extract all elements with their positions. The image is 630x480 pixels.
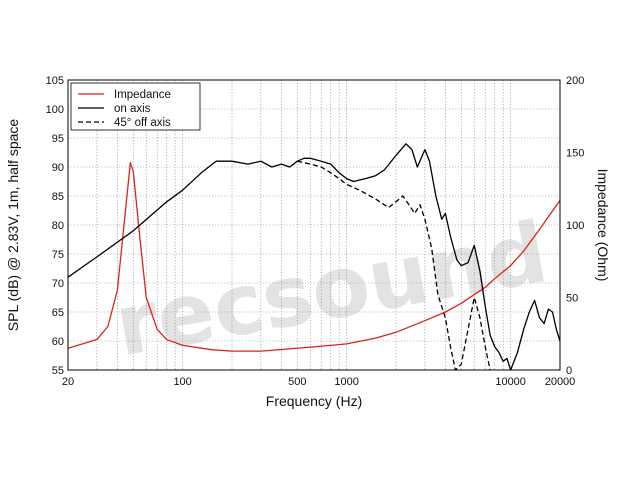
y-left-tick-label: 80 bbox=[52, 220, 64, 232]
x-axis-title: Frequency (Hz) bbox=[266, 393, 362, 409]
y-right-tick-label: 200 bbox=[566, 75, 584, 87]
y-right-tick-label: 0 bbox=[566, 365, 572, 377]
legend-label: 45° off axis bbox=[114, 117, 171, 129]
series-line-45-off-axis bbox=[297, 160, 491, 370]
axis-layer: 20 100 500 1000 10000 20000556065707580859095… bbox=[5, 75, 611, 409]
y-left-tick-label: 105 bbox=[46, 75, 64, 87]
legend: Impedance on axis 45° off axis bbox=[70, 82, 201, 131]
series-line-impedance bbox=[68, 162, 560, 352]
y-right-tick-label: 50 bbox=[566, 293, 578, 305]
x-tick-label: 500 bbox=[288, 376, 306, 388]
y-left-tick-label: 85 bbox=[52, 191, 64, 203]
y-left-tick-label: 60 bbox=[52, 336, 64, 348]
x-tick-label: 1000 bbox=[334, 376, 358, 388]
x-tick-label: 20000 bbox=[545, 376, 576, 388]
y-left-tick-label: 100 bbox=[46, 104, 64, 116]
y-left-tick-label: 95 bbox=[52, 133, 64, 145]
series-line-on-axis bbox=[68, 143, 560, 370]
y-left-tick-label: 75 bbox=[52, 249, 64, 261]
y-right-tick-label: 100 bbox=[566, 220, 584, 232]
legend-label: Impedance bbox=[114, 89, 171, 101]
legend-label: on axis bbox=[114, 103, 151, 115]
x-tick-label: 100 bbox=[173, 376, 191, 388]
y-left-tick-label: 55 bbox=[52, 365, 64, 377]
y-right-tick-label: 150 bbox=[566, 148, 584, 160]
x-tick-label: 20 bbox=[62, 376, 74, 388]
x-tick-label: 10000 bbox=[495, 376, 526, 388]
plot-frame bbox=[67, 79, 561, 371]
series-layer bbox=[68, 143, 560, 370]
legend-box bbox=[70, 82, 201, 131]
y-left-tick-label: 70 bbox=[52, 278, 64, 290]
watermark-logo: recsound bbox=[108, 203, 554, 375]
y-left-tick-label: 65 bbox=[52, 307, 64, 319]
y-left-axis-title: SPL (dB) @ 2.83V, 1m, half space bbox=[5, 119, 21, 332]
y-left-tick-label: 90 bbox=[52, 162, 64, 174]
watermark-layer: recsound bbox=[108, 203, 554, 375]
y-right-axis-title: Impedance (Ohm) bbox=[595, 169, 611, 282]
